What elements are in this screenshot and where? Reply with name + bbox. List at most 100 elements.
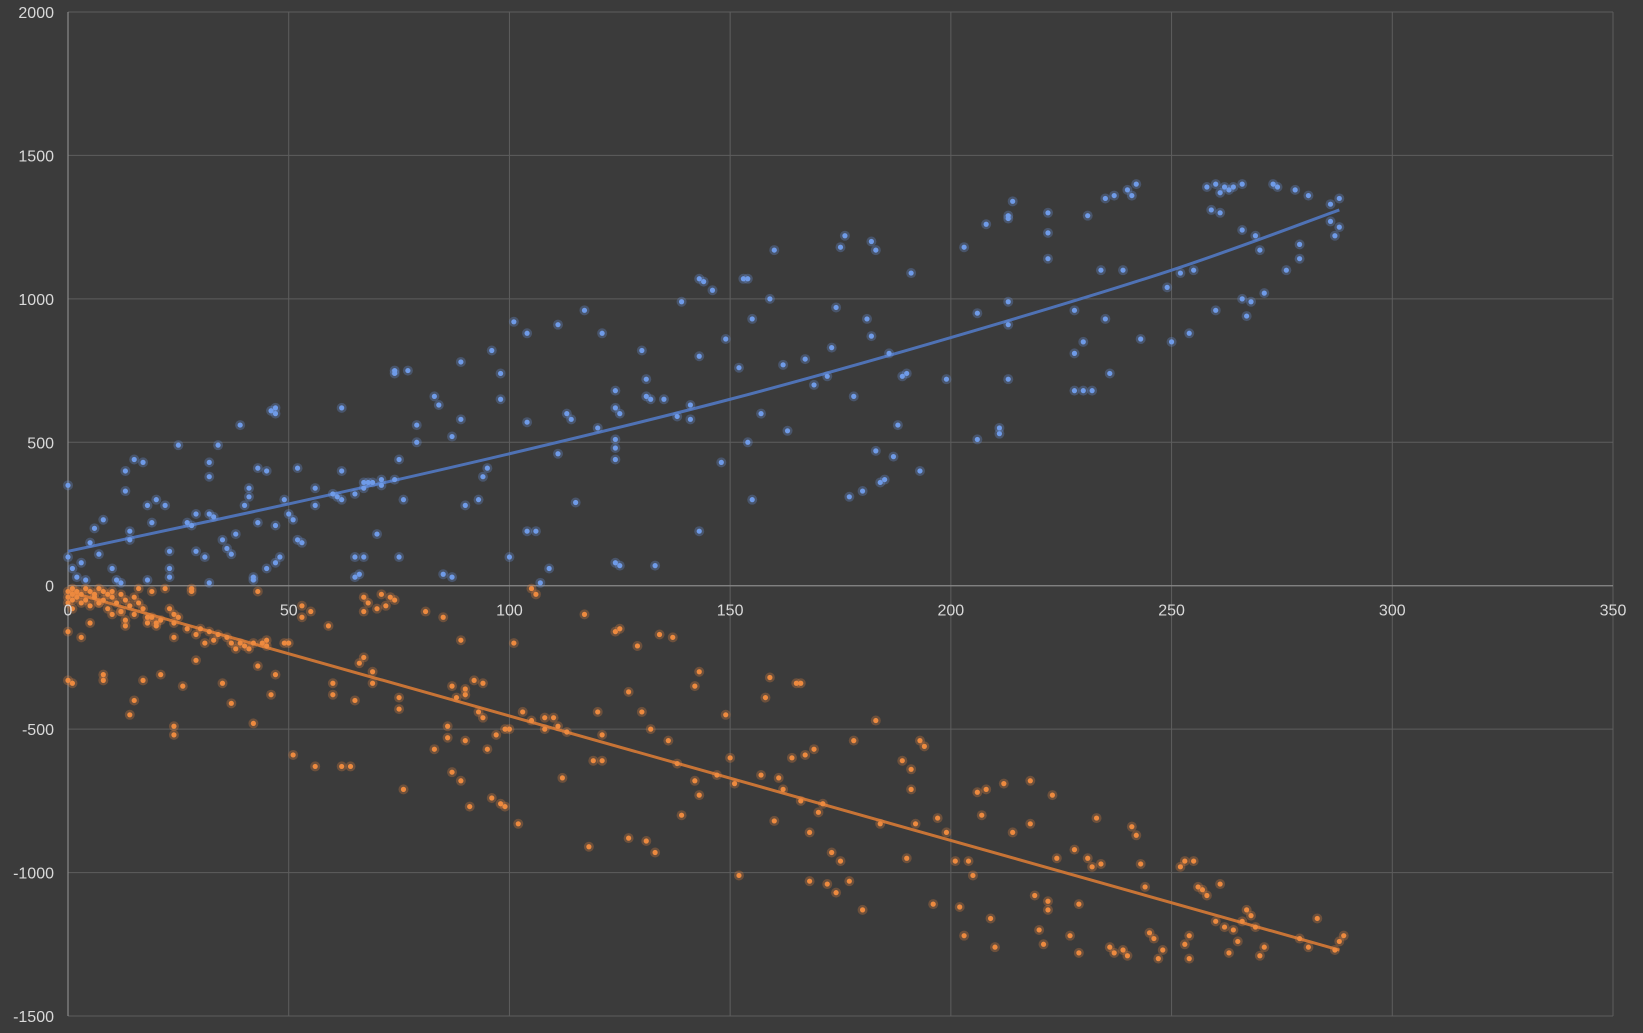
data-point bbox=[83, 597, 89, 603]
data-point bbox=[299, 614, 305, 620]
data-point bbox=[131, 611, 137, 618]
data-point bbox=[69, 591, 76, 597]
data-point bbox=[1160, 947, 1166, 953]
data-point bbox=[634, 643, 641, 649]
data-point bbox=[1005, 376, 1011, 382]
data-point bbox=[312, 763, 318, 770]
data-point bbox=[1098, 861, 1104, 867]
data-point bbox=[882, 476, 888, 483]
data-point bbox=[996, 425, 1003, 431]
data-point bbox=[118, 608, 124, 615]
data-point bbox=[369, 479, 376, 486]
data-point bbox=[202, 554, 208, 560]
data-point bbox=[829, 849, 835, 856]
data-point bbox=[974, 310, 980, 316]
data-point bbox=[109, 611, 115, 618]
data-point bbox=[506, 554, 513, 560]
data-point bbox=[727, 755, 733, 761]
data-point bbox=[100, 517, 106, 523]
data-point bbox=[189, 522, 195, 529]
y-tick-label: -1500 bbox=[13, 1009, 54, 1026]
data-point bbox=[908, 270, 914, 276]
data-point bbox=[542, 726, 548, 732]
data-point bbox=[1040, 941, 1047, 947]
data-point bbox=[431, 393, 437, 399]
data-point bbox=[140, 459, 146, 465]
data-point bbox=[829, 345, 835, 351]
data-point bbox=[1327, 218, 1334, 225]
data-point bbox=[908, 766, 914, 772]
data-point bbox=[1120, 947, 1126, 953]
data-point bbox=[1239, 227, 1245, 233]
data-point bbox=[290, 517, 296, 523]
data-point bbox=[1252, 924, 1259, 930]
data-point bbox=[1239, 296, 1245, 302]
data-point bbox=[281, 497, 287, 503]
data-point bbox=[692, 683, 698, 689]
data-point bbox=[873, 717, 879, 724]
data-point bbox=[528, 585, 535, 592]
data-point bbox=[639, 347, 645, 354]
data-point bbox=[762, 694, 769, 701]
data-point bbox=[180, 683, 186, 689]
data-point bbox=[798, 798, 804, 804]
data-point bbox=[1080, 339, 1086, 345]
y-tick-label: 1500 bbox=[18, 148, 54, 165]
data-point bbox=[930, 901, 936, 907]
data-point bbox=[237, 422, 243, 428]
data-point bbox=[1027, 778, 1033, 784]
data-point bbox=[740, 276, 746, 282]
data-point bbox=[528, 717, 535, 724]
x-tick-label: 100 bbox=[496, 603, 523, 620]
data-point bbox=[96, 600, 102, 606]
data-point bbox=[877, 479, 883, 486]
data-point bbox=[1296, 241, 1303, 247]
data-point bbox=[1054, 855, 1060, 861]
data-point bbox=[842, 233, 848, 239]
data-point bbox=[69, 565, 76, 572]
x-tick-label: 50 bbox=[280, 603, 298, 620]
data-point bbox=[272, 405, 279, 411]
data-point bbox=[65, 629, 71, 635]
data-point bbox=[264, 637, 270, 643]
data-point bbox=[131, 456, 137, 463]
data-point bbox=[339, 763, 345, 770]
data-point bbox=[555, 322, 561, 328]
data-point bbox=[356, 571, 362, 577]
data-point bbox=[935, 815, 941, 821]
data-point bbox=[171, 634, 177, 640]
data-point bbox=[113, 600, 120, 606]
data-point bbox=[1124, 187, 1131, 193]
data-point bbox=[1341, 933, 1347, 939]
data-point bbox=[749, 316, 755, 322]
data-point bbox=[983, 221, 989, 227]
data-point bbox=[1071, 388, 1078, 394]
data-point bbox=[612, 629, 618, 635]
data-point bbox=[458, 416, 464, 422]
data-point bbox=[100, 597, 106, 603]
data-point bbox=[1142, 884, 1148, 890]
data-point bbox=[440, 614, 446, 620]
data-point bbox=[837, 244, 844, 250]
data-point bbox=[175, 614, 181, 620]
data-point bbox=[1332, 947, 1338, 953]
data-point bbox=[361, 554, 367, 560]
data-point bbox=[612, 388, 618, 394]
data-point bbox=[193, 631, 199, 638]
data-point bbox=[219, 537, 226, 543]
data-point bbox=[1076, 901, 1082, 907]
data-point bbox=[299, 603, 305, 609]
data-point bbox=[96, 551, 102, 557]
data-point bbox=[1213, 918, 1219, 924]
data-point bbox=[361, 479, 367, 486]
data-point bbox=[74, 594, 80, 600]
data-point bbox=[1213, 181, 1219, 187]
data-point bbox=[127, 537, 133, 543]
data-point bbox=[78, 560, 84, 566]
data-point bbox=[520, 709, 526, 715]
data-point bbox=[974, 436, 980, 443]
data-point bbox=[1045, 230, 1051, 236]
gridlines bbox=[68, 11, 1614, 1017]
data-point bbox=[1239, 918, 1245, 924]
data-point bbox=[524, 419, 530, 425]
